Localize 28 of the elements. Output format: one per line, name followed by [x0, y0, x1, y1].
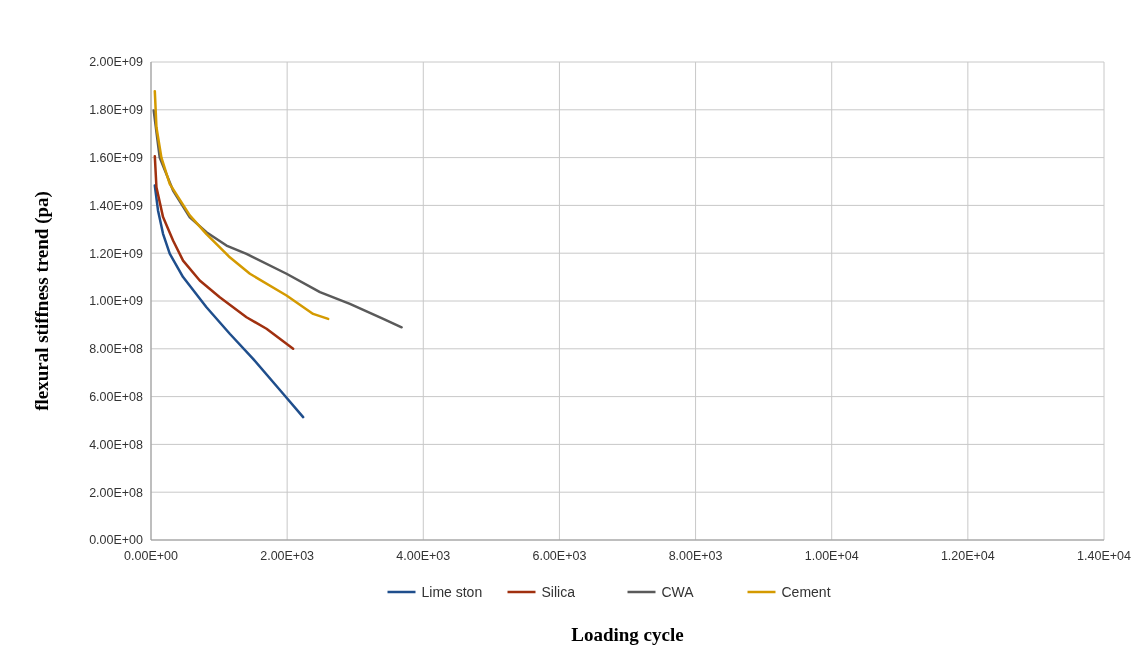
- legend-label: Cement: [781, 583, 831, 600]
- y-axis-title: flexural stiffness trend (pa): [31, 191, 53, 411]
- line-series: [153, 184, 305, 419]
- x-tick-label: 2.00E+03: [260, 549, 315, 563]
- x-tick-label: 4.00E+03: [396, 549, 451, 563]
- legend-label: Silica: [541, 583, 576, 600]
- x-tick-label: 0.00E+00: [124, 549, 178, 563]
- x-tick-label: 1.40E+04: [1077, 549, 1131, 563]
- y-tick-label: 2.00E+08: [89, 485, 144, 500]
- x-tick-label: 1.00E+04: [804, 549, 859, 563]
- y-tick-label: 1.20E+09: [89, 246, 144, 261]
- x-axis-title: Loading cycle: [571, 624, 684, 645]
- legend-label: CWA: [661, 583, 695, 600]
- x-tick-label: 1.20E+04: [940, 549, 995, 563]
- y-tick-label: 1.80E+09: [89, 103, 144, 118]
- y-tick-label: 4.00E+08: [89, 437, 144, 452]
- y-tick-label: 6.00E+08: [89, 389, 144, 404]
- x-tick-label: 6.00E+03: [532, 549, 587, 563]
- y-tick-label: 1.40E+09: [89, 198, 144, 213]
- y-tick-label: 1.00E+09: [89, 294, 144, 309]
- legend-label: Lime ston: [421, 583, 483, 600]
- y-tick-label: 8.00E+08: [89, 342, 144, 357]
- line-series: [153, 154, 295, 351]
- y-tick-label: 2.00E+09: [89, 55, 144, 70]
- x-tick-label: 8.00E+03: [668, 549, 723, 563]
- y-tick-label: 1.60E+09: [89, 150, 144, 165]
- line-series: [153, 89, 330, 321]
- y-tick-label: 0.00E+00: [89, 533, 144, 548]
